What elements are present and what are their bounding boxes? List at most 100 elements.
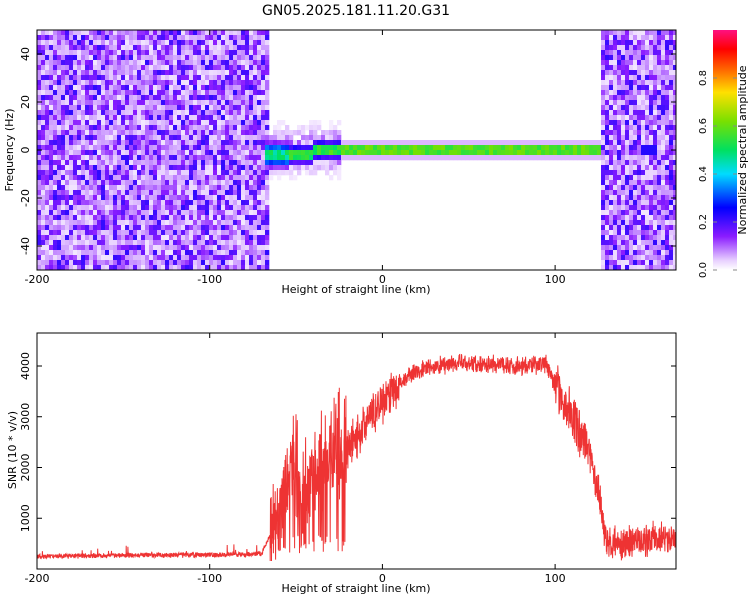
heatmap-cell (181, 170, 186, 176)
heatmap-cell (37, 185, 42, 191)
heatmap-cell (117, 65, 122, 71)
heatmap-cell (349, 155, 354, 161)
heatmap-cell (645, 265, 650, 270)
heatmap-cell (661, 110, 666, 116)
heatmap-cell (181, 235, 186, 241)
heatmap-cell (225, 245, 230, 251)
heatmap-cell (101, 105, 106, 111)
heatmap-cell (105, 100, 110, 106)
heatmap-cell (53, 140, 58, 146)
heatmap-cell (85, 60, 90, 66)
heatmap-cell (641, 125, 646, 131)
heatmap-cell (141, 70, 146, 76)
heatmap-cell (617, 125, 622, 131)
heatmap-cell (105, 200, 110, 206)
heatmap-cell (309, 150, 314, 156)
heatmap-cell (149, 30, 154, 36)
heatmap-cell (181, 130, 186, 136)
heatmap-cell (629, 70, 634, 76)
heatmap-cell (201, 170, 206, 176)
heatmap-cell (481, 140, 486, 146)
heatmap-cell (181, 30, 186, 36)
heatmap-cell (97, 40, 102, 46)
heatmap-cell (237, 200, 242, 206)
heatmap-cell (157, 110, 162, 116)
heatmap-cell (605, 60, 610, 66)
heatmap-cell (69, 170, 74, 176)
heatmap-cell (53, 115, 58, 121)
heatmap-cell (625, 40, 630, 46)
heatmap-cell (629, 60, 634, 66)
heatmap-cell (193, 215, 198, 221)
heatmap-cell (645, 55, 650, 61)
heatmap-cell (69, 185, 74, 191)
heatmap-cell (161, 165, 166, 171)
heatmap-cell (397, 155, 402, 161)
heatmap-cell (77, 255, 82, 261)
heatmap-cell (81, 150, 86, 156)
heatmap-cell (205, 50, 210, 56)
heatmap-cell (49, 170, 54, 176)
heatmap-cell (245, 105, 250, 111)
heatmap-cell (605, 230, 610, 236)
heatmap-cell (189, 240, 194, 246)
heatmap-cell (325, 160, 330, 166)
heatmap-cell (661, 255, 666, 261)
heatmap-cell (533, 150, 538, 156)
heatmap-cell (653, 220, 658, 226)
heatmap-cell (225, 115, 230, 121)
heatmap-cell (661, 205, 666, 211)
heatmap-cell (89, 250, 94, 256)
heatmap-cell (125, 170, 130, 176)
heatmap-cell (517, 150, 522, 156)
heatmap-cell (125, 215, 130, 221)
heatmap-cell (641, 95, 646, 101)
heatmap-cell (181, 245, 186, 251)
heatmap-cell (73, 60, 78, 66)
heatmap-cell (113, 60, 118, 66)
heatmap-cell (137, 120, 142, 126)
heatmap-cell (185, 140, 190, 146)
heatmap-cell (137, 90, 142, 96)
heatmap-cell (245, 150, 250, 156)
heatmap-cell (125, 245, 130, 251)
heatmap-cell (149, 65, 154, 71)
heatmap-cell (641, 75, 646, 81)
heatmap-cell (45, 115, 50, 121)
heatmap-cell (657, 210, 662, 216)
heatmap-cell (81, 95, 86, 101)
heatmap-cell (141, 200, 146, 206)
heatmap-cell (253, 265, 258, 270)
heatmap-cell (41, 250, 46, 256)
heatmap-cell (229, 245, 234, 251)
heatmap-cell (97, 220, 102, 226)
heatmap-cell (225, 130, 230, 136)
heatmap-cell (137, 200, 142, 206)
heatmap-cell (89, 35, 94, 41)
heatmap-cell (249, 155, 254, 161)
heatmap-cell (245, 180, 250, 186)
heatmap-cell (205, 155, 210, 161)
heatmap-cell (161, 200, 166, 206)
heatmap-cell (193, 125, 198, 131)
heatmap-cell (261, 165, 266, 171)
heatmap-cell (609, 145, 614, 151)
heatmap-cell (89, 255, 94, 261)
heatmap-cell (601, 90, 606, 96)
heatmap-cell (313, 120, 318, 126)
heatmap-cell (653, 260, 658, 266)
heatmap-cell (65, 85, 70, 91)
heatmap-cell (305, 135, 310, 141)
heatmap-cell (61, 245, 66, 251)
heatmap-cell (165, 50, 170, 56)
heatmap-cell (73, 250, 78, 256)
heatmap-cell (221, 205, 226, 211)
heatmap-cell (205, 150, 210, 156)
heatmap-cell (69, 125, 74, 131)
heatmap-cell (621, 210, 626, 216)
heatmap-cell (149, 45, 154, 51)
colorbar-tick-label: 0.8 (698, 70, 709, 86)
heatmap-cell (257, 45, 262, 51)
heatmap-cell (57, 70, 62, 76)
